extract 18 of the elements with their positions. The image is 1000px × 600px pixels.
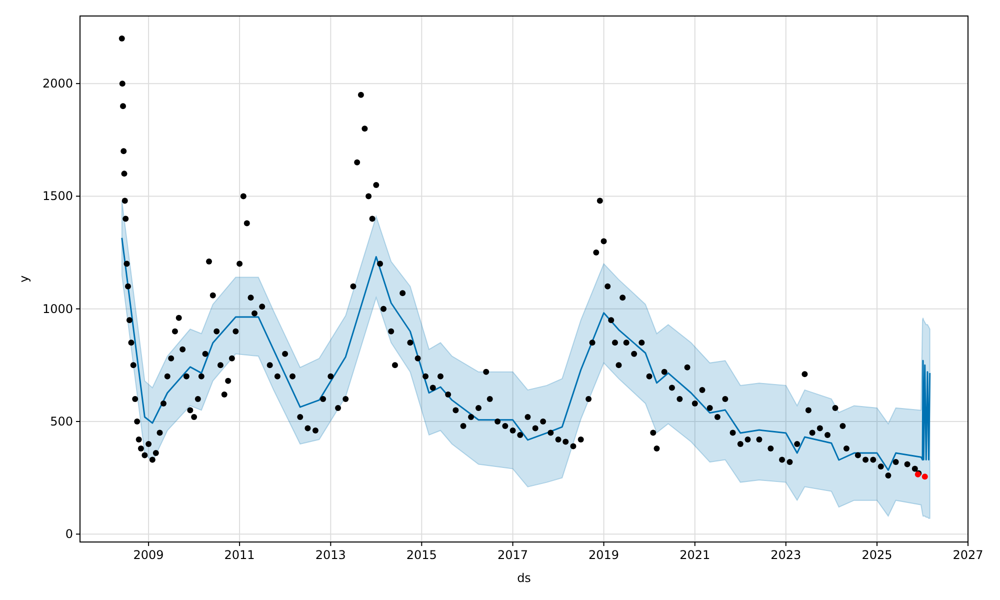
y-tick-label: 1000	[42, 302, 73, 316]
x-tick-label: 2027	[952, 548, 984, 562]
x-axis-title: ds	[517, 571, 531, 585]
x-tick-label: 2023	[770, 548, 802, 562]
x-tick-label: 2013	[315, 548, 346, 562]
line-series	[121, 237, 931, 471]
y-axis-title: y	[17, 275, 31, 283]
y-tick-label: 1500	[42, 189, 73, 204]
x-tick-label: 2009	[133, 548, 164, 562]
x-tick-label: 2015	[406, 548, 437, 562]
x-tick-label: 2011	[224, 548, 255, 562]
x-tick-label: 2019	[588, 548, 620, 562]
y-tick-label: 2000	[42, 76, 73, 91]
x-tick-label: 2021	[680, 548, 710, 562]
x-tick-label: 2017	[498, 548, 528, 562]
y-tick-label: 0	[65, 527, 73, 542]
y-tick-label: 500	[50, 414, 73, 428]
x-tick-label: 2025	[862, 548, 892, 562]
